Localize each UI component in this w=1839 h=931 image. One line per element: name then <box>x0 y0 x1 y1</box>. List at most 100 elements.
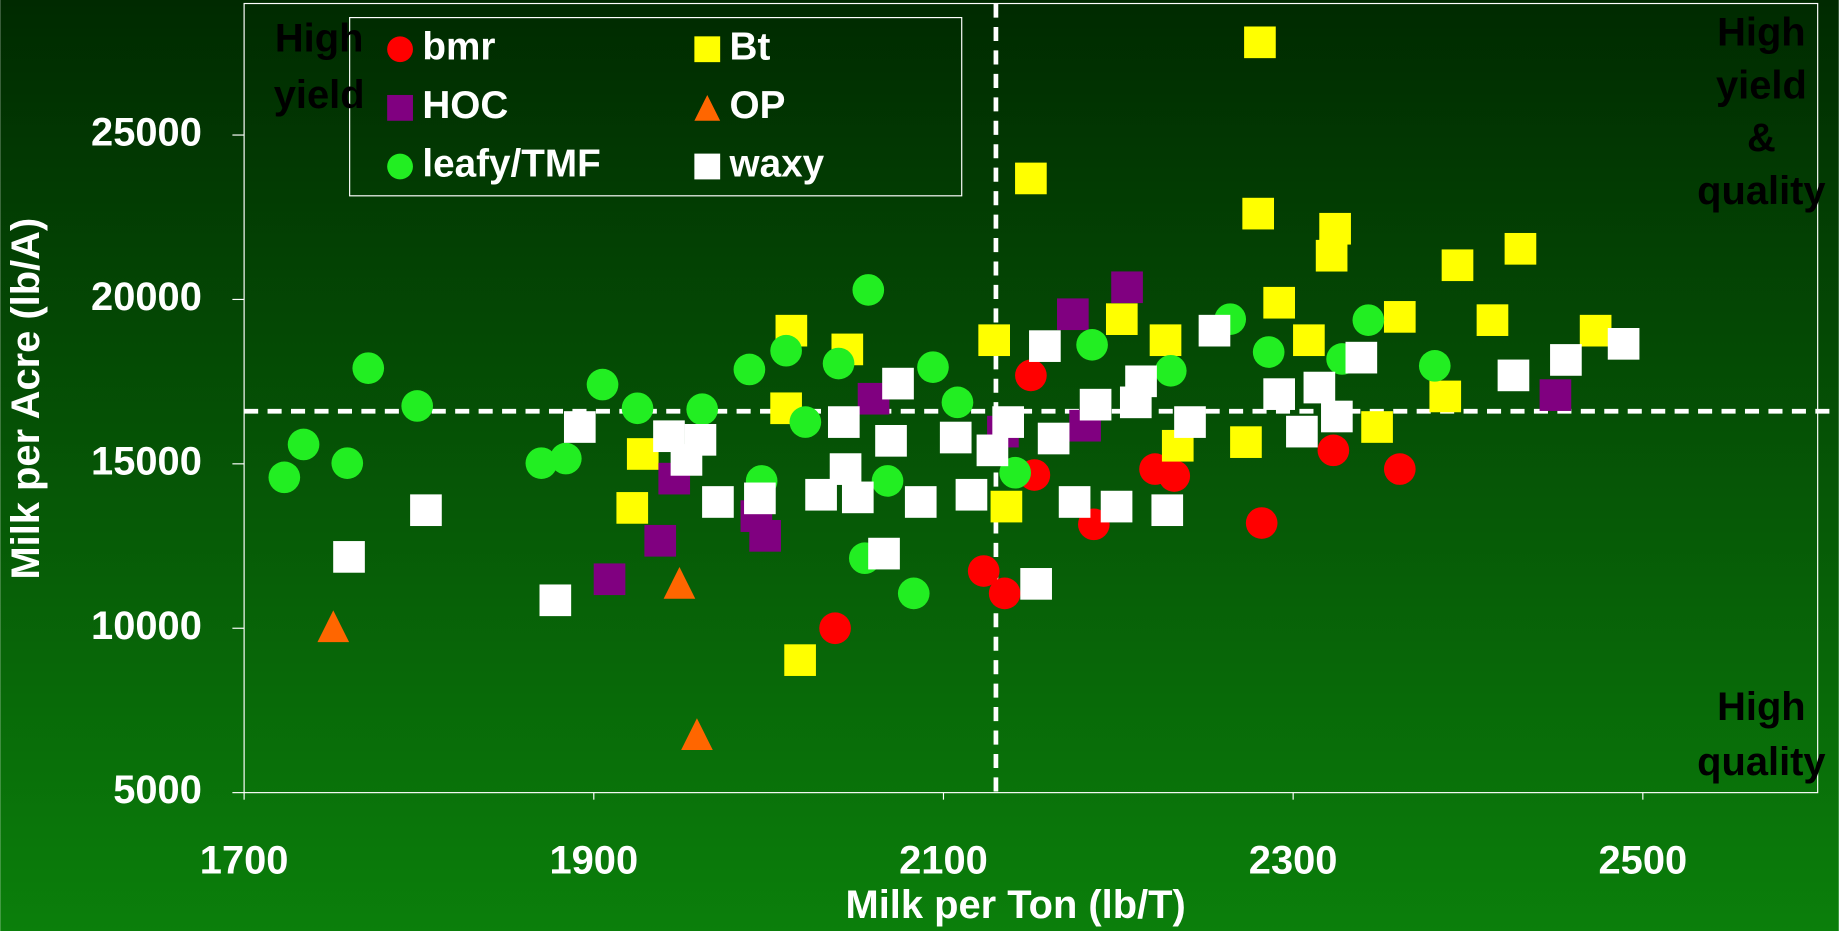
quadrant-label: High <box>275 17 364 61</box>
x-tick-label: 1900 <box>549 839 638 883</box>
legend-label: waxy <box>729 143 825 186</box>
x-tick-label: 2300 <box>1249 839 1338 883</box>
point <box>1015 360 1047 392</box>
point <box>749 520 781 552</box>
point <box>992 406 1024 438</box>
point <box>842 482 874 514</box>
point <box>686 393 718 425</box>
point <box>734 354 766 386</box>
point <box>1498 360 1530 392</box>
point <box>594 563 626 595</box>
point <box>1080 389 1112 421</box>
point <box>331 447 363 479</box>
point <box>644 525 676 557</box>
y-axis-title: Milk per Acre (lb/A) <box>4 218 48 580</box>
point <box>956 479 988 511</box>
legend-label: bmr <box>422 25 495 68</box>
point <box>917 351 949 383</box>
point <box>1244 26 1276 58</box>
point <box>1442 249 1474 281</box>
point <box>852 274 884 306</box>
y-tick-label: 15000 <box>91 439 202 483</box>
point <box>1384 301 1416 333</box>
legend-marker <box>694 154 720 180</box>
point <box>1059 486 1091 518</box>
point <box>1155 355 1187 387</box>
point <box>539 584 571 616</box>
point <box>622 392 654 424</box>
legend-label: OP <box>730 84 786 127</box>
point <box>1101 491 1133 523</box>
legend-label: HOC <box>422 84 508 127</box>
page: {"chart_data": { "type": "scatter", "x_l… <box>0 0 1839 931</box>
point <box>770 335 802 367</box>
legend-marker <box>387 154 413 180</box>
point <box>1580 315 1612 347</box>
point <box>942 387 974 419</box>
point <box>1230 426 1262 458</box>
point <box>1293 324 1325 356</box>
x-tick-label: 2500 <box>1598 839 1687 883</box>
quadrant-label: yield <box>1716 63 1807 107</box>
point <box>702 486 734 518</box>
point <box>977 435 1009 467</box>
point <box>940 422 972 454</box>
point <box>1540 379 1572 411</box>
point <box>352 352 384 384</box>
point <box>868 538 900 570</box>
legend-label: Bt <box>730 25 771 68</box>
point <box>1318 435 1350 467</box>
point <box>1015 163 1047 195</box>
point <box>1242 198 1274 230</box>
point <box>1246 507 1278 539</box>
point <box>1505 233 1537 265</box>
point <box>905 486 937 518</box>
x-tick-label: 1700 <box>200 839 289 883</box>
point <box>1346 342 1378 374</box>
point <box>1020 568 1052 600</box>
point <box>1150 324 1182 356</box>
point <box>1361 411 1393 443</box>
point <box>288 429 320 461</box>
x-axis-title: Milk per Ton (lb/T) <box>846 883 1186 927</box>
point <box>1199 315 1231 347</box>
point <box>989 578 1021 610</box>
point <box>991 491 1023 523</box>
point <box>1429 381 1461 413</box>
point <box>1076 329 1108 361</box>
legend-marker <box>387 95 413 121</box>
point <box>1174 406 1206 438</box>
point <box>550 443 582 475</box>
point <box>790 406 822 438</box>
y-tick-label: 5000 <box>113 768 202 812</box>
legend-label: leafy/TMF <box>422 143 600 186</box>
point <box>1125 365 1157 397</box>
quadrant-label: & <box>1747 116 1776 160</box>
point <box>401 390 433 422</box>
point <box>828 406 860 438</box>
point <box>1286 416 1318 448</box>
y-tick-label: 10000 <box>91 604 202 648</box>
point <box>1263 287 1295 319</box>
point <box>333 541 365 573</box>
point <box>1263 378 1295 410</box>
chart: Milk per Ton (lb/T) Milk per Acre (lb/A)… <box>0 0 1839 931</box>
point <box>819 612 851 644</box>
point <box>587 369 619 401</box>
point <box>1158 460 1190 492</box>
quadrant-label: quality <box>1697 169 1825 213</box>
point <box>1106 303 1138 335</box>
quadrant-label: High <box>1717 685 1806 729</box>
legend-marker <box>694 36 720 62</box>
point <box>1319 213 1351 245</box>
point <box>1029 330 1061 362</box>
point <box>685 424 717 456</box>
quadrant-label: High <box>1717 11 1806 55</box>
point <box>410 494 442 526</box>
point <box>564 411 596 443</box>
point <box>1550 344 1582 376</box>
point <box>744 483 776 515</box>
point <box>898 578 930 610</box>
point <box>1353 304 1385 336</box>
point <box>1477 304 1509 336</box>
